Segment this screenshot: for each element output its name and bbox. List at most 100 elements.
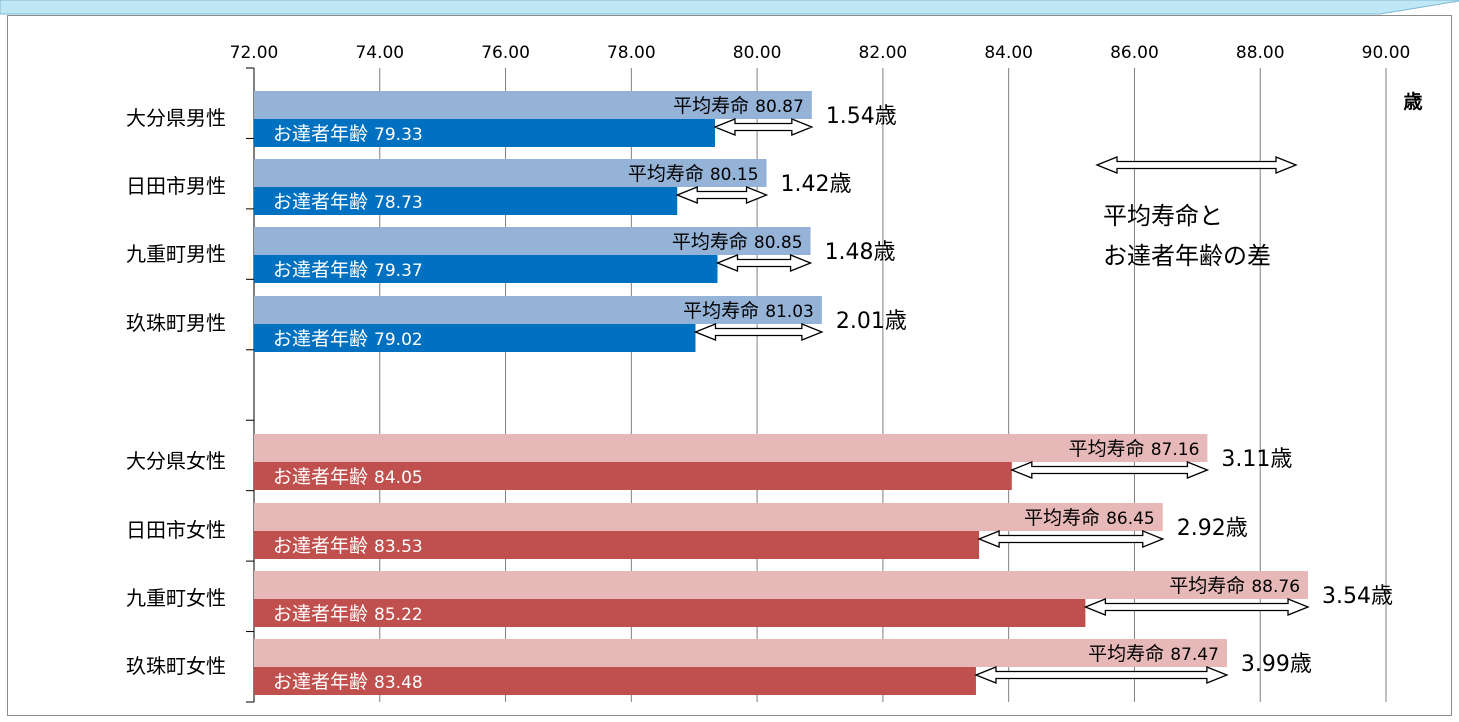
- health-bar-label-text: お達者年齢: [273, 259, 374, 281]
- life-bar-label: 平均寿命 80.85: [672, 231, 803, 253]
- category-label: 九重町男性: [126, 242, 226, 266]
- life-bar-value: 80.87: [755, 97, 804, 117]
- difference-label: 1.54歳: [826, 104, 897, 129]
- life-bar: [254, 227, 811, 255]
- health-bar: [254, 324, 696, 352]
- life-bar-value: 87.47: [1170, 645, 1219, 665]
- x-tick-label: 72.00: [230, 43, 279, 63]
- health-bar-label: お達者年齢 83.53: [273, 535, 423, 557]
- health-bar-value: 83.53: [374, 537, 423, 557]
- x-tick-label: 78.00: [607, 43, 656, 63]
- health-bar-value: 79.37: [374, 261, 423, 281]
- life-bar: [254, 159, 767, 187]
- unit-label: 歳: [1403, 91, 1422, 113]
- life-bar-label-text: 平均寿命: [1024, 507, 1106, 529]
- health-bar: [254, 187, 678, 215]
- life-bar-label-text: 平均寿命: [673, 95, 755, 117]
- health-bar-label: お達者年齢 85.22: [273, 603, 423, 625]
- chart-frame: [7, 15, 1452, 716]
- difference-arrow: [1095, 156, 1298, 174]
- health-bar-label-text: お達者年齢: [273, 535, 374, 557]
- life-bar: [254, 503, 1163, 531]
- difference-arrow: [1083, 598, 1310, 616]
- x-tick-label: 76.00: [481, 43, 530, 63]
- difference-arrow: [977, 530, 1165, 548]
- life-bar-label: 平均寿命 87.47: [1088, 643, 1219, 665]
- x-tick-label: 80.00: [733, 43, 782, 63]
- legend-text-line2: お達者年齢の差: [1103, 242, 1271, 270]
- category-label: 日田市男性: [126, 174, 226, 198]
- difference-arrow: [715, 254, 813, 272]
- health-bar-label: お達者年齢 83.48: [273, 671, 423, 693]
- health-bar-label: お達者年齢 79.33: [273, 123, 423, 145]
- category-label: 大分県男性: [126, 106, 226, 130]
- life-bar-value: 80.15: [710, 165, 759, 185]
- category-label: 大分県女性: [126, 449, 226, 473]
- x-tick-label: 88.00: [1236, 43, 1285, 63]
- difference-arrow: [974, 666, 1229, 684]
- health-bar: [254, 119, 715, 147]
- health-bar-label: お達者年齢 79.37: [273, 259, 423, 281]
- life-bar-label-text: 平均寿命: [1169, 575, 1251, 597]
- header-band: [0, 0, 1459, 15]
- life-bar-label: 平均寿命 88.76: [1169, 575, 1300, 597]
- life-bar-label: 平均寿命 86.45: [1024, 507, 1155, 529]
- difference-arrow: [713, 118, 814, 136]
- health-bar-value: 83.48: [374, 673, 423, 693]
- x-tick-label: 74.00: [355, 43, 404, 63]
- life-bar-label: 平均寿命 87.16: [1069, 438, 1200, 460]
- life-bar-value: 80.85: [754, 233, 803, 253]
- life-bar-value: 81.03: [765, 302, 814, 322]
- health-bar-value: 78.73: [374, 193, 423, 213]
- difference-arrow: [675, 186, 769, 204]
- difference-label: 1.48歳: [825, 240, 896, 265]
- life-bar-label-text: 平均寿命: [672, 231, 754, 253]
- category-label: 玖珠町男性: [126, 311, 226, 335]
- health-bar-label-text: お達者年齢: [273, 123, 374, 145]
- difference-label: 3.54歳: [1322, 584, 1393, 609]
- health-bar: [254, 599, 1086, 627]
- difference-label: 1.42歳: [781, 172, 852, 197]
- life-bar-label: 平均寿命 80.15: [628, 163, 759, 185]
- health-bar-label-text: お達者年齢: [273, 328, 374, 350]
- health-bar-label: お達者年齢 84.05: [273, 466, 423, 488]
- health-bar-label-text: お達者年齢: [273, 466, 374, 488]
- category-label: 日田市女性: [126, 518, 226, 542]
- life-bar-label-text: 平均寿命: [628, 163, 710, 185]
- x-tick-label: 86.00: [1110, 43, 1159, 63]
- health-bar-value: 79.33: [374, 125, 423, 145]
- life-bar: [254, 571, 1309, 599]
- legend-text-line1: 平均寿命と: [1103, 202, 1223, 230]
- category-label: 九重町女性: [126, 586, 226, 610]
- difference-label: 3.11歳: [1221, 447, 1292, 472]
- x-tick-label: 82.00: [859, 43, 908, 63]
- health-bar-value: 84.05: [374, 468, 423, 488]
- difference-arrow: [1010, 461, 1210, 479]
- health-bar: [254, 255, 718, 283]
- health-bar-label-text: お達者年齢: [273, 603, 374, 625]
- header-band-shape: [0, 0, 1459, 15]
- health-bar-label: お達者年齢 79.02: [273, 328, 423, 350]
- life-bar: [254, 639, 1227, 667]
- life-bar: [254, 296, 822, 324]
- life-bar-value: 86.45: [1106, 509, 1155, 529]
- life-bar-label-text: 平均寿命: [1069, 438, 1151, 460]
- life-bar-label-text: 平均寿命: [1088, 643, 1170, 665]
- life-bar-label: 平均寿命 80.87: [673, 95, 804, 117]
- health-bar: [254, 667, 976, 695]
- x-tick-label: 84.00: [984, 43, 1033, 63]
- difference-label: 2.01歳: [836, 309, 907, 334]
- health-bar: [254, 531, 980, 559]
- life-bar: [254, 91, 812, 119]
- health-bar-value: 85.22: [374, 605, 423, 625]
- health-bar-label-text: お達者年齢: [273, 191, 374, 213]
- health-bar-value: 79.02: [374, 330, 423, 350]
- health-bar: [254, 462, 1012, 490]
- life-bar-value: 87.16: [1151, 440, 1200, 460]
- life-bar-value: 88.76: [1251, 577, 1300, 597]
- health-bar-label-text: お達者年齢: [273, 671, 374, 693]
- difference-label: 3.99歳: [1241, 652, 1312, 677]
- category-label: 玖珠町女性: [126, 654, 226, 678]
- life-bar: [254, 434, 1208, 462]
